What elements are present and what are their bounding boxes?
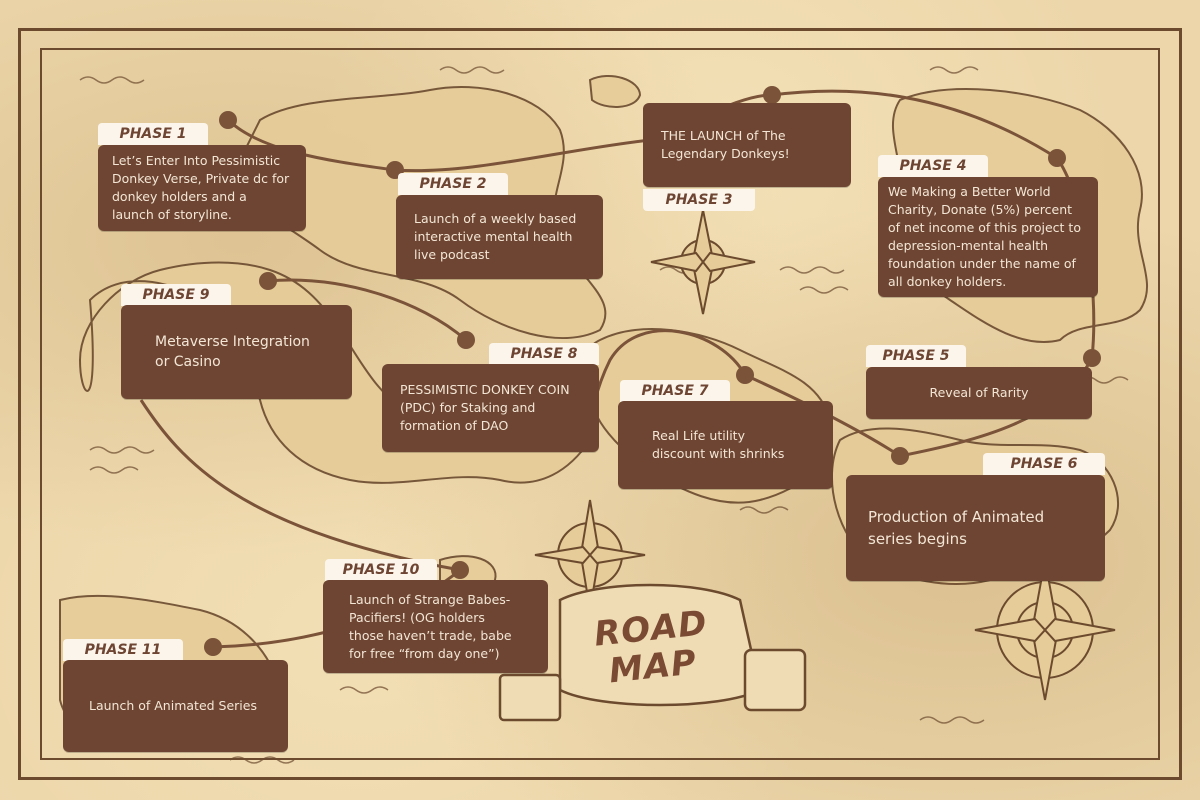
phase-4-card: We Making a Better World Charity, Donate… (878, 177, 1098, 297)
phase-11-tag: PHASE 11 (63, 639, 183, 661)
island-small-1 (588, 75, 642, 108)
phase-7-text: Real Life utility discount with shrinks (652, 428, 785, 461)
phase-3-card: THE LAUNCH of The Legendary Donkeys! (643, 103, 851, 187)
route-dot-1 (219, 111, 237, 129)
phase-3-tag: PHASE 3 (643, 189, 755, 211)
phase-10-tag: PHASE 10 (325, 559, 437, 581)
compass-rose-southeast (974, 559, 1116, 701)
phase-1-tag: PHASE 1 (98, 123, 208, 145)
phase-2-text: Launch of a weekly based interactive men… (414, 211, 577, 262)
phase-7-card: Real Life utility discount with shrinks (618, 401, 833, 489)
phase-8-text: PESSIMISTIC DONKEY COIN (PDC) for Stakin… (400, 382, 570, 433)
phase-3-text: THE LAUNCH of The Legendary Donkeys! (661, 128, 790, 161)
phase-11-text: Launch of Animated Series (89, 698, 257, 713)
phase-10-card: Launch of Strange Babes-Pacifiers! (OG h… (323, 580, 548, 673)
route-dot-6 (891, 447, 909, 465)
phase-8-tag: PHASE 8 (489, 343, 599, 365)
compass-rose-north (650, 209, 756, 315)
route-dot-10 (451, 561, 469, 579)
phase-6-tag: PHASE 6 (983, 453, 1105, 475)
route-dot-9 (259, 272, 277, 290)
map-frame-inner (40, 48, 1160, 760)
phase-8-card: PESSIMISTIC DONKEY COIN (PDC) for Stakin… (382, 364, 599, 452)
phase-5-card: Reveal of Rarity (866, 367, 1092, 419)
phase-4-text: We Making a Better World Charity, Donate… (888, 184, 1081, 289)
phase-1-text: Let’s Enter Into Pessimistic Donkey Vers… (112, 153, 290, 222)
compass-rose-scroll (534, 499, 646, 611)
map-frame-outer (18, 28, 1182, 780)
route-dot-3 (763, 86, 781, 104)
phase-6-card: Production of Animated series begins (846, 475, 1105, 581)
route-dot-7 (736, 366, 754, 384)
phase-7-tag: PHASE 7 (620, 380, 730, 402)
phase-10-text: Launch of Strange Babes-Pacifiers! (OG h… (349, 591, 512, 661)
route-dot-11 (204, 638, 222, 656)
phase-2-tag: PHASE 2 (398, 173, 508, 195)
treasure-scroll (498, 583, 807, 722)
phase-9-card: Metaverse Integration or Casino (121, 305, 352, 399)
phase-9-tag: PHASE 9 (121, 284, 231, 306)
roadmap-title: ROAD MAP (592, 603, 709, 691)
phase-6-text: Production of Animated series begins (868, 508, 1045, 548)
route-dot-4 (1048, 149, 1066, 167)
phase-9-text: Metaverse Integration or Casino (155, 334, 310, 370)
route-dot-5 (1083, 349, 1101, 367)
phase-1-card: Let’s Enter Into Pessimistic Donkey Vers… (98, 145, 306, 231)
route-dot-8 (457, 331, 475, 349)
phase-4-tag: PHASE 4 (878, 155, 988, 177)
phase-11-card: Launch of Animated Series (63, 660, 288, 752)
phase-5-tag: PHASE 5 (866, 345, 966, 367)
phase-2-card: Launch of a weekly based interactive men… (396, 195, 603, 279)
phase-5-text: Reveal of Rarity (929, 385, 1029, 400)
